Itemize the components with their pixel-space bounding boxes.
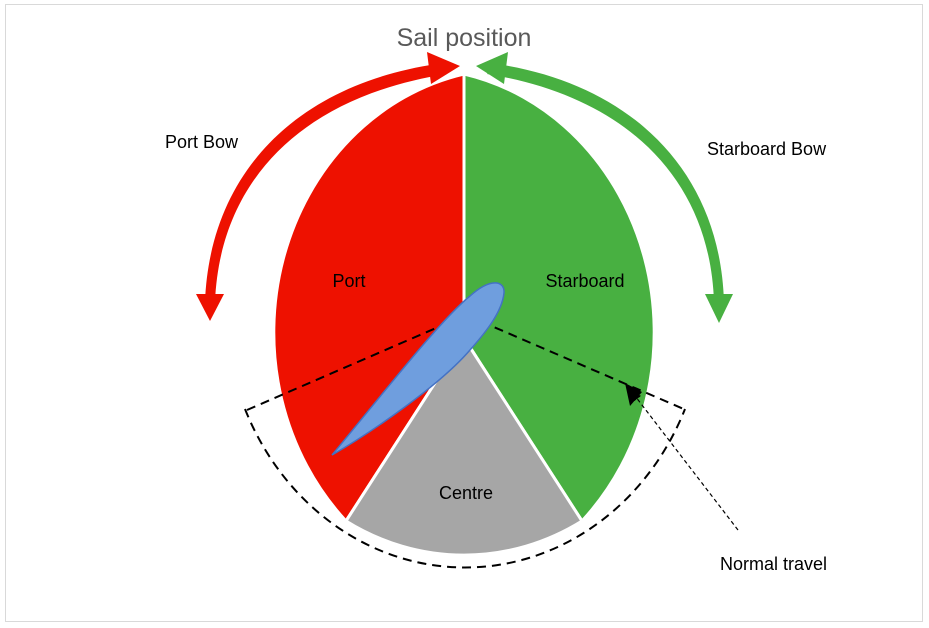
sail-shape <box>331 282 505 456</box>
diagram-frame <box>5 4 923 622</box>
normal-travel-label: Normal travel <box>720 554 827 574</box>
starboard-label: Starboard <box>545 271 624 291</box>
port-label: Port <box>332 271 365 291</box>
travel-direction-arrowhead <box>625 383 642 406</box>
dashed-travel-line <box>246 313 687 411</box>
normal-travel-pointer <box>631 391 739 531</box>
starboard-bow-label: Starboard Bow <box>707 139 827 159</box>
port-bow-label: Port Bow <box>165 132 239 152</box>
centre-sector <box>344 336 584 557</box>
starboard-bow-arrow <box>476 52 733 323</box>
dashed-lower-arc <box>244 408 686 569</box>
chart-title: Sail position <box>397 24 532 52</box>
port-bow-arrow <box>196 52 460 321</box>
centre-label: Centre <box>439 483 493 503</box>
